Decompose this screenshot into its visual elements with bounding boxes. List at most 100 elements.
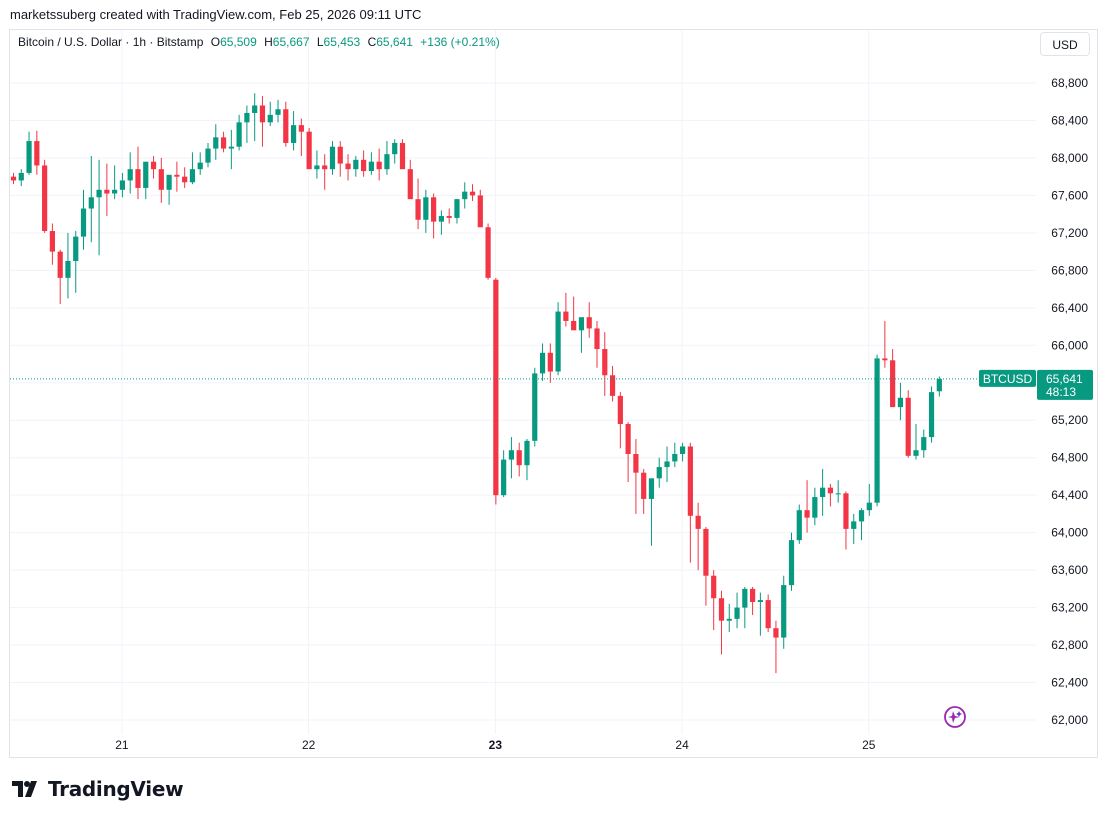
candle[interactable] <box>648 478 655 546</box>
candle[interactable] <box>882 320 888 368</box>
candle[interactable] <box>765 594 771 632</box>
candle[interactable] <box>851 513 857 544</box>
candle[interactable] <box>493 277 499 505</box>
candle[interactable] <box>49 223 55 265</box>
candle[interactable] <box>586 302 592 338</box>
candle[interactable] <box>80 189 87 250</box>
candle[interactable] <box>656 457 662 488</box>
candle[interactable] <box>773 620 779 674</box>
candle[interactable] <box>718 590 725 655</box>
candle[interactable] <box>228 129 234 170</box>
candle[interactable] <box>290 111 297 151</box>
candle[interactable] <box>205 142 211 168</box>
candle[interactable] <box>244 105 250 143</box>
candle[interactable] <box>454 199 460 224</box>
candle[interactable] <box>555 302 561 376</box>
candle[interactable] <box>314 150 320 179</box>
candle[interactable] <box>804 480 810 533</box>
candle[interactable] <box>446 208 452 224</box>
candle[interactable] <box>547 343 553 383</box>
candle[interactable] <box>135 146 141 200</box>
candle[interactable] <box>625 422 631 483</box>
candle[interactable] <box>283 101 289 147</box>
candle[interactable] <box>392 139 398 164</box>
candle[interactable] <box>306 127 312 170</box>
candle[interactable] <box>213 124 219 160</box>
candle[interactable] <box>73 231 79 293</box>
candle[interactable] <box>88 156 94 243</box>
candle[interactable] <box>477 189 483 228</box>
candle[interactable] <box>376 148 382 181</box>
candle[interactable] <box>236 114 242 151</box>
candle[interactable] <box>843 491 849 550</box>
candle[interactable] <box>734 592 740 629</box>
sparkle-icon[interactable] <box>944 706 966 728</box>
candle[interactable] <box>143 161 149 200</box>
candle[interactable] <box>18 169 24 187</box>
candle[interactable] <box>407 159 413 200</box>
candle[interactable] <box>501 450 507 498</box>
candle[interactable] <box>197 152 203 175</box>
candle[interactable] <box>835 480 841 503</box>
candle[interactable] <box>664 446 670 483</box>
candle[interactable] <box>609 365 616 402</box>
candle[interactable] <box>594 320 600 368</box>
candle[interactable] <box>913 423 919 460</box>
candle[interactable] <box>57 249 63 305</box>
candle[interactable] <box>252 93 258 142</box>
candle[interactable] <box>361 150 367 177</box>
candle[interactable] <box>641 468 647 514</box>
candle[interactable] <box>936 376 942 397</box>
candle[interactable] <box>298 118 304 157</box>
candle[interactable] <box>524 438 530 481</box>
candle[interactable] <box>905 390 911 458</box>
candle[interactable] <box>539 343 546 381</box>
candle[interactable] <box>858 508 865 541</box>
candle[interactable] <box>921 429 927 458</box>
candle[interactable] <box>275 99 281 123</box>
candle[interactable] <box>127 152 133 194</box>
candle[interactable] <box>158 157 164 203</box>
candle[interactable] <box>750 586 756 616</box>
candle[interactable] <box>26 131 32 175</box>
candle[interactable] <box>788 532 795 591</box>
candle[interactable] <box>516 442 522 477</box>
candle[interactable] <box>827 483 833 507</box>
candle[interactable] <box>462 182 468 209</box>
candle[interactable] <box>322 154 328 190</box>
candle[interactable] <box>703 527 709 606</box>
chart-frame[interactable] <box>9 29 1098 758</box>
candle[interactable] <box>874 354 880 507</box>
candle[interactable] <box>781 575 787 649</box>
symbol-title[interactable]: Bitcoin / U.S. Dollar · 1h · Bitstamp <box>18 35 204 49</box>
candle[interactable] <box>65 232 71 299</box>
candle[interactable] <box>757 592 763 636</box>
candle[interactable] <box>259 96 266 147</box>
candle[interactable] <box>112 165 118 200</box>
currency-button[interactable]: USD <box>1040 32 1090 56</box>
candle[interactable] <box>423 189 429 233</box>
candle[interactable] <box>150 156 157 179</box>
candle[interactable] <box>384 141 390 175</box>
candle[interactable] <box>812 487 818 526</box>
candle[interactable] <box>602 332 608 396</box>
candle[interactable] <box>368 152 374 175</box>
candle[interactable] <box>399 139 406 170</box>
candle[interactable] <box>508 437 515 479</box>
candle[interactable] <box>189 152 196 185</box>
candle[interactable] <box>485 223 491 280</box>
candle[interactable] <box>866 483 872 516</box>
candle[interactable] <box>742 586 748 629</box>
candle[interactable] <box>337 141 343 177</box>
candle[interactable] <box>532 367 538 447</box>
candle[interactable] <box>687 442 693 563</box>
candle[interactable] <box>267 101 273 127</box>
candle[interactable] <box>469 184 476 202</box>
candle[interactable] <box>166 174 172 205</box>
candle[interactable] <box>711 570 717 631</box>
candle[interactable] <box>672 442 678 468</box>
candle[interactable] <box>42 159 48 233</box>
candle[interactable] <box>796 504 802 544</box>
candle[interactable] <box>695 502 701 571</box>
